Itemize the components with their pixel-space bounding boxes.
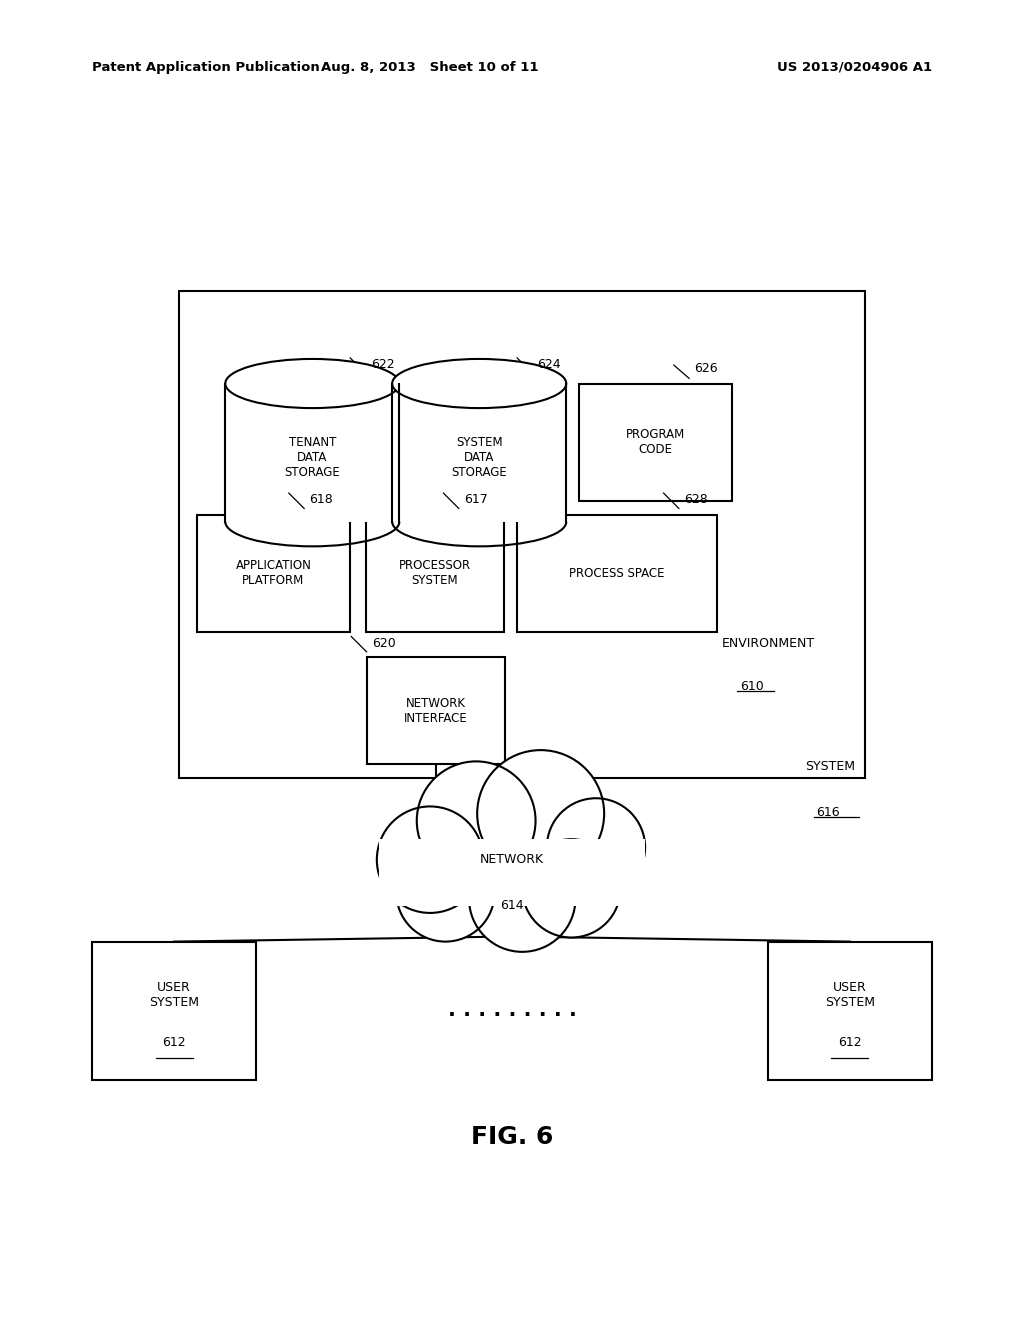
Text: PROCESS SPACE: PROCESS SPACE bbox=[569, 568, 665, 579]
Text: 624: 624 bbox=[538, 358, 561, 371]
Text: SYSTEM: SYSTEM bbox=[805, 759, 855, 772]
Text: 617: 617 bbox=[464, 494, 487, 507]
Text: 626: 626 bbox=[694, 362, 718, 375]
Ellipse shape bbox=[225, 359, 399, 408]
Ellipse shape bbox=[392, 359, 566, 408]
Text: APPLICATION
PLATFORM: APPLICATION PLATFORM bbox=[236, 560, 311, 587]
Bar bbox=[367, 657, 505, 764]
Text: 616: 616 bbox=[816, 807, 840, 820]
Circle shape bbox=[547, 799, 645, 896]
Bar bbox=[517, 515, 717, 632]
Bar bbox=[225, 384, 399, 521]
Bar bbox=[379, 840, 645, 906]
Text: ENVIRONMENT: ENVIRONMENT bbox=[722, 636, 815, 649]
Bar bbox=[579, 384, 732, 502]
Bar bbox=[179, 292, 865, 777]
Text: 620: 620 bbox=[372, 636, 395, 649]
Text: NETWORK: NETWORK bbox=[480, 853, 544, 866]
Text: 618: 618 bbox=[309, 494, 333, 507]
Text: 612: 612 bbox=[838, 1036, 862, 1049]
Bar bbox=[197, 515, 350, 632]
Bar bbox=[92, 941, 256, 1080]
Text: USER
SYSTEM: USER SYSTEM bbox=[825, 981, 874, 1010]
Text: 622: 622 bbox=[371, 358, 394, 371]
Circle shape bbox=[377, 807, 483, 913]
Text: 610: 610 bbox=[740, 681, 764, 693]
Text: . . . . . . . . .: . . . . . . . . . bbox=[447, 1001, 577, 1020]
Text: SYSTEM
DATA
STORAGE: SYSTEM DATA STORAGE bbox=[452, 436, 507, 479]
Bar bbox=[768, 941, 932, 1080]
Circle shape bbox=[522, 840, 621, 937]
Text: FIG. 6: FIG. 6 bbox=[471, 1126, 553, 1150]
Bar bbox=[392, 384, 566, 521]
Text: PROCESSOR
SYSTEM: PROCESSOR SYSTEM bbox=[398, 560, 471, 587]
Text: USER
SYSTEM: USER SYSTEM bbox=[150, 981, 199, 1010]
Text: PROGRAM
CODE: PROGRAM CODE bbox=[626, 429, 685, 457]
Text: 614: 614 bbox=[500, 899, 524, 912]
Circle shape bbox=[477, 750, 604, 876]
Text: Patent Application Publication: Patent Application Publication bbox=[92, 61, 319, 74]
Circle shape bbox=[417, 762, 536, 880]
Bar bbox=[366, 515, 504, 632]
Text: 612: 612 bbox=[162, 1036, 186, 1049]
Text: US 2013/0204906 A1: US 2013/0204906 A1 bbox=[777, 61, 932, 74]
Text: NETWORK
INTERFACE: NETWORK INTERFACE bbox=[403, 697, 468, 725]
Circle shape bbox=[469, 845, 575, 952]
Text: Aug. 8, 2013   Sheet 10 of 11: Aug. 8, 2013 Sheet 10 of 11 bbox=[322, 61, 539, 74]
Text: 628: 628 bbox=[684, 494, 708, 507]
Text: TENANT
DATA
STORAGE: TENANT DATA STORAGE bbox=[285, 436, 340, 479]
Circle shape bbox=[396, 843, 495, 941]
